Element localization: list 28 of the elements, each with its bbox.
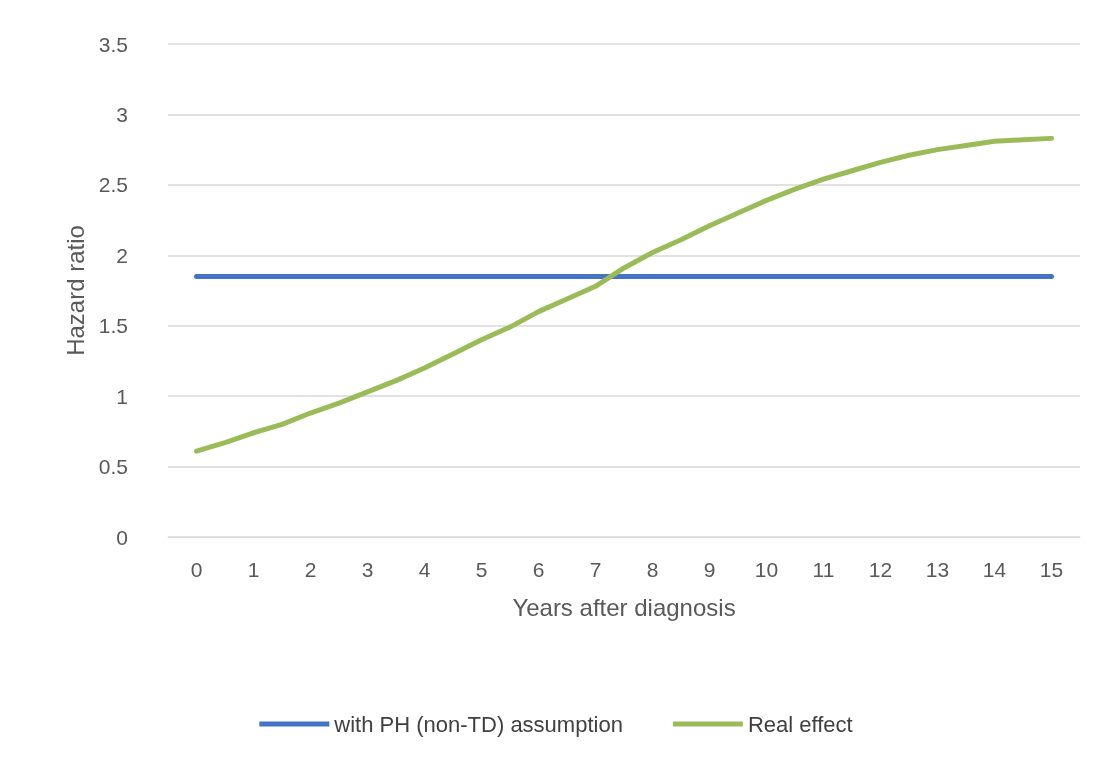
x-tick-label: 5 [475,558,488,581]
y-tick-label: 2 [116,243,128,267]
y-tick-label: 2.5 [98,173,128,197]
x-tick-label: 4 [418,558,431,581]
x-tick-label: 9 [703,558,716,581]
x-tick-label: 8 [646,558,659,581]
x-tick-label: 13 [925,558,950,581]
x-tick-label: 12 [868,558,893,581]
x-tick-label: 14 [982,558,1007,581]
x-tick-label: 1 [247,558,260,581]
legend-label: with PH (non-TD) assumption [333,711,623,737]
y-axis-title: Hazard ratio [62,225,90,356]
x-tick-label: 0 [190,558,203,581]
y-tick-label: 0.5 [98,455,128,479]
x-tick-label: 6 [532,558,545,581]
x-axis-title: Years after diagnosis [512,593,736,621]
x-tick-label: 11 [812,558,835,581]
x-tick-label: 7 [589,558,602,581]
x-tick-label: 2 [304,558,317,581]
y-tick-label: 0 [116,525,128,549]
y-tick-label: 1 [116,384,128,408]
y-tick-label: 1.5 [98,314,128,338]
legend-label: Real effect [747,711,853,737]
x-tick-label: 3 [361,558,374,581]
y-tick-label: 3 [116,102,128,126]
y-tick-label: 3.5 [98,32,128,56]
x-tick-label: 15 [1039,558,1064,581]
x-tick-label: 10 [754,558,779,581]
